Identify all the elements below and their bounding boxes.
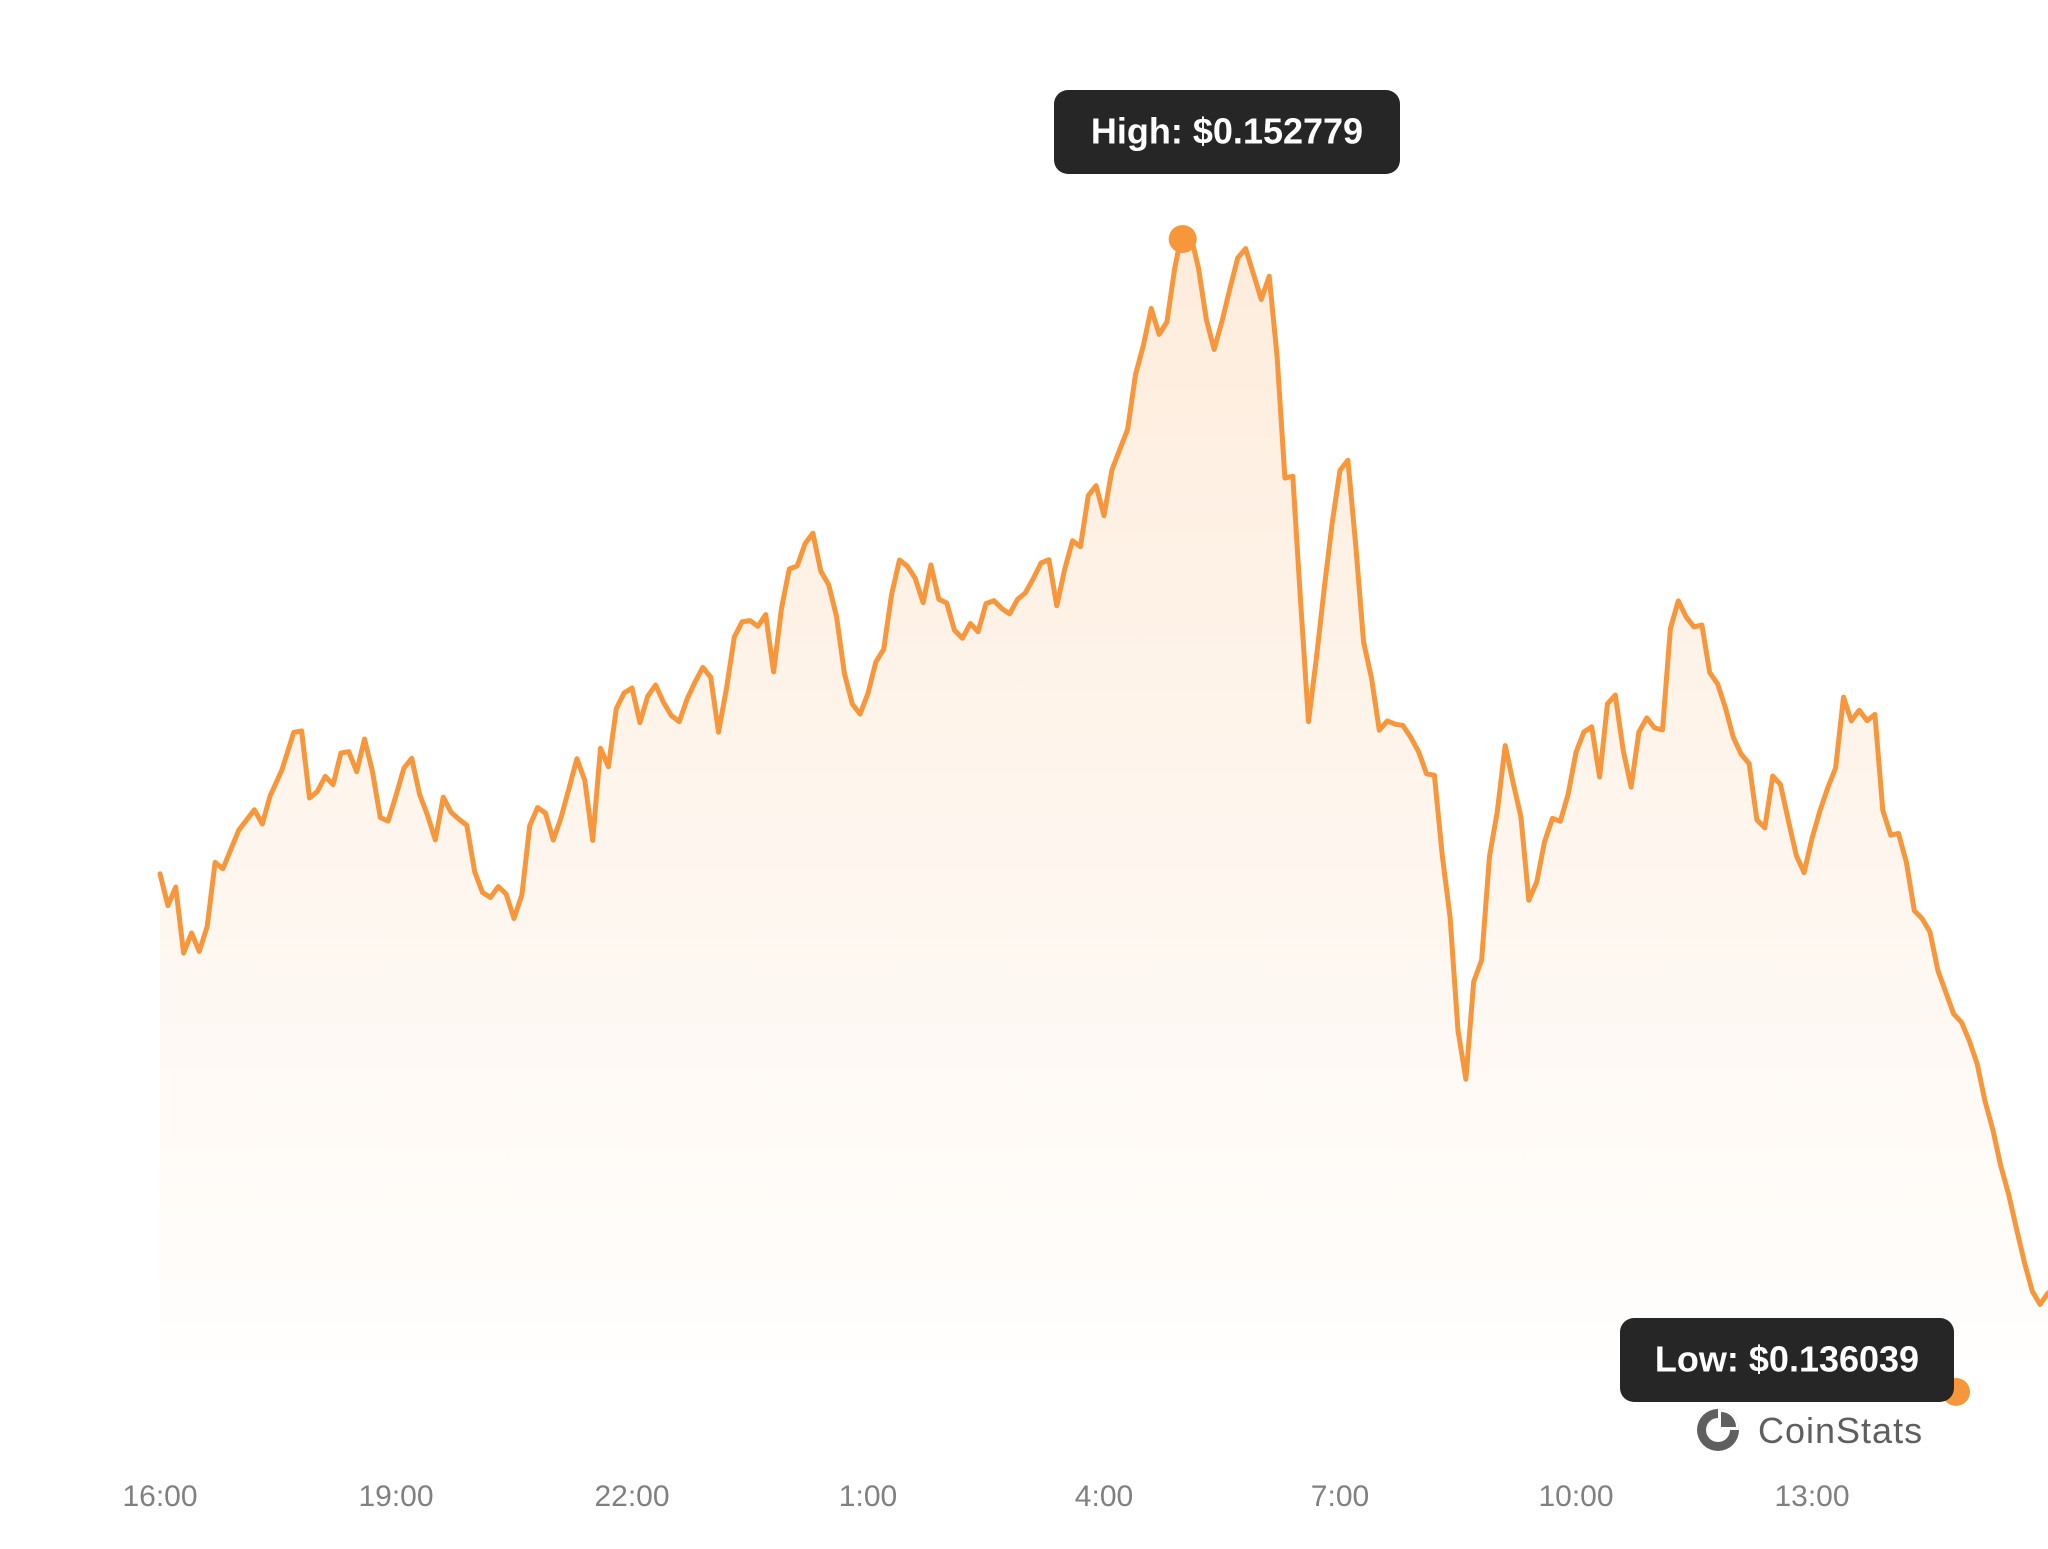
- x-tick-label: 16:00: [122, 1480, 197, 1513]
- low-label: Low: $0.136039: [1655, 1339, 1919, 1380]
- high-tooltip: [1054, 90, 1400, 174]
- coinstats-logo-icon: [1697, 1409, 1739, 1451]
- x-tick-label: 10:00: [1538, 1480, 1613, 1513]
- high-point[interactable]: [1168, 225, 1197, 254]
- x-axis: 16:00 19:00 22:00 1:00 4:00 7:00 10:00 13:00: [122, 1480, 1849, 1513]
- low-tooltip: [1620, 1318, 1954, 1402]
- x-tick-label: 4:00: [1075, 1480, 1133, 1513]
- high-label: High: $0.152779: [1091, 111, 1363, 152]
- low-marker[interactable]: Low: $0.136039: [1620, 1318, 1970, 1406]
- price-area-fill: [160, 229, 2048, 1361]
- x-tick-label: 7:00: [1311, 1480, 1369, 1513]
- price-line[interactable]: [157, 226, 2048, 1307]
- x-tick-label: 1:00: [839, 1480, 897, 1513]
- x-tick-label: 19:00: [358, 1480, 433, 1513]
- coinstats-watermark: CoinStats: [1697, 1409, 1923, 1451]
- plot-area: [157, 226, 2048, 1361]
- x-tick-label: 22:00: [594, 1480, 669, 1513]
- x-tick-label: 13:00: [1774, 1480, 1849, 1513]
- high-marker[interactable]: High: $0.152779: [1054, 90, 1400, 254]
- brand-name: CoinStats: [1758, 1410, 1923, 1451]
